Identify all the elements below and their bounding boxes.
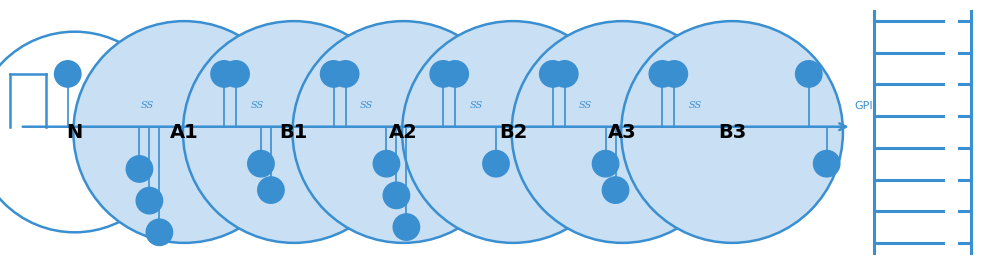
Ellipse shape xyxy=(146,219,172,246)
Text: SS: SS xyxy=(140,101,154,110)
Ellipse shape xyxy=(383,182,409,209)
Text: B2: B2 xyxy=(499,122,527,142)
Ellipse shape xyxy=(649,61,675,87)
Ellipse shape xyxy=(512,21,733,243)
Ellipse shape xyxy=(248,150,274,177)
Ellipse shape xyxy=(393,214,419,240)
Text: GPI: GPI xyxy=(855,101,873,111)
Ellipse shape xyxy=(402,21,623,243)
Ellipse shape xyxy=(593,150,619,177)
Ellipse shape xyxy=(796,61,822,87)
Ellipse shape xyxy=(603,177,628,203)
Ellipse shape xyxy=(333,61,359,87)
Ellipse shape xyxy=(374,150,399,177)
Ellipse shape xyxy=(483,150,509,177)
Ellipse shape xyxy=(661,61,687,87)
Text: SS: SS xyxy=(360,101,374,110)
Ellipse shape xyxy=(442,61,468,87)
Text: SS: SS xyxy=(579,101,593,110)
Ellipse shape xyxy=(211,61,237,87)
Ellipse shape xyxy=(430,61,456,87)
Ellipse shape xyxy=(183,21,404,243)
Text: SS: SS xyxy=(688,101,702,110)
Ellipse shape xyxy=(814,150,840,177)
Ellipse shape xyxy=(293,21,514,243)
Text: SS: SS xyxy=(469,101,483,110)
Text: B1: B1 xyxy=(280,122,308,142)
Text: N: N xyxy=(67,122,83,142)
Ellipse shape xyxy=(126,156,152,182)
Ellipse shape xyxy=(552,61,578,87)
Ellipse shape xyxy=(540,61,566,87)
Text: A2: A2 xyxy=(389,122,417,142)
Ellipse shape xyxy=(223,61,249,87)
Ellipse shape xyxy=(55,61,81,87)
Text: B3: B3 xyxy=(718,122,746,142)
Ellipse shape xyxy=(321,61,347,87)
Ellipse shape xyxy=(74,21,295,243)
Text: A1: A1 xyxy=(170,122,198,142)
Text: SS: SS xyxy=(250,101,264,110)
Ellipse shape xyxy=(258,177,284,203)
Ellipse shape xyxy=(0,32,175,232)
Text: A3: A3 xyxy=(609,122,636,142)
Ellipse shape xyxy=(136,187,162,214)
Ellipse shape xyxy=(622,21,843,243)
